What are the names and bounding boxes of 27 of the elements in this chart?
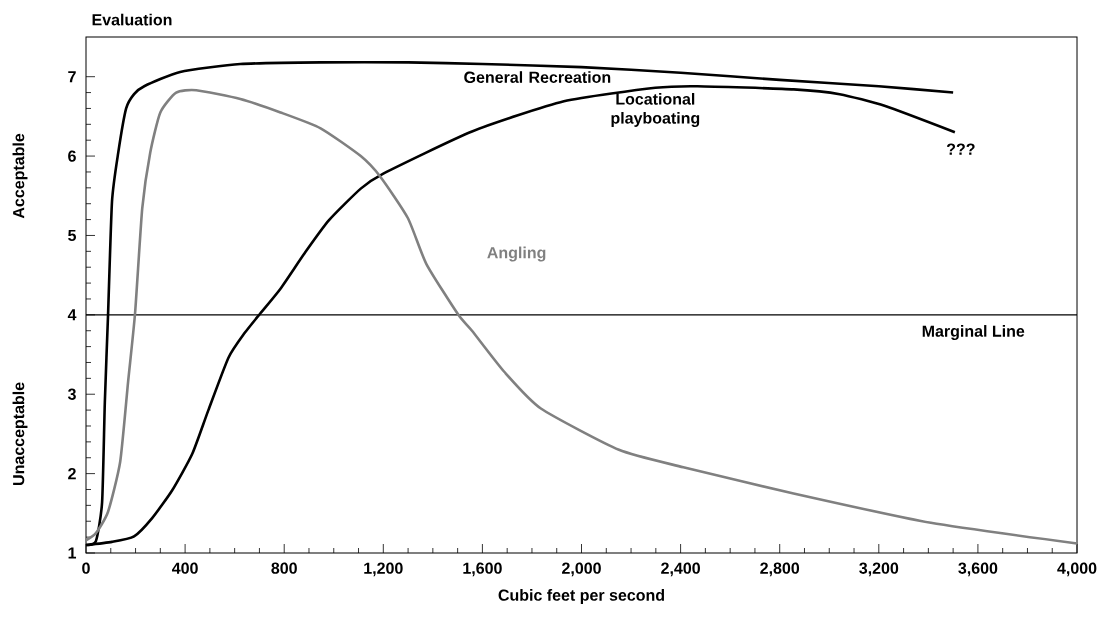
y-axis-title: Evaluation [92, 13, 172, 26]
text: Acceptable [12, 133, 28, 219]
x-tick-label: 2,400 [661, 562, 700, 577]
x-tick-label: 2,800 [760, 562, 800, 577]
x-tick-label: 1,600 [463, 562, 502, 577]
x-tick-label: 1,200 [364, 562, 403, 577]
y-tick-label: 7 [68, 71, 76, 83]
ref-line-label: Marginal Line [922, 325, 1025, 341]
y-tick-label: 1 [68, 547, 77, 559]
y-tick-label: 5 [68, 229, 77, 242]
annotation: ??? [946, 143, 975, 155]
series-label: Locational playboating [611, 93, 700, 127]
x-tick-label: 0 [82, 562, 90, 574]
x-tick-label: 3,200 [859, 562, 899, 577]
series-label: General Recreation [464, 71, 611, 83]
x-tick-label: 400 [171, 562, 198, 574]
x-tick-label: 4,000 [1057, 562, 1097, 577]
y-tick-label: 6 [68, 150, 76, 162]
y-tick-label: 2 [68, 468, 76, 480]
x-axis-title: Cubic feet per second [498, 589, 665, 604]
y-tick-label: 3 [67, 388, 76, 400]
x-tick-label: 3,600 [958, 562, 998, 577]
x-tick-label: 800 [271, 562, 297, 574]
x-tick-label: 2,000 [562, 562, 601, 577]
text: Unacceptable [12, 382, 28, 485]
y-tick-label: 4 [67, 309, 77, 321]
text: Angling [487, 246, 546, 262]
